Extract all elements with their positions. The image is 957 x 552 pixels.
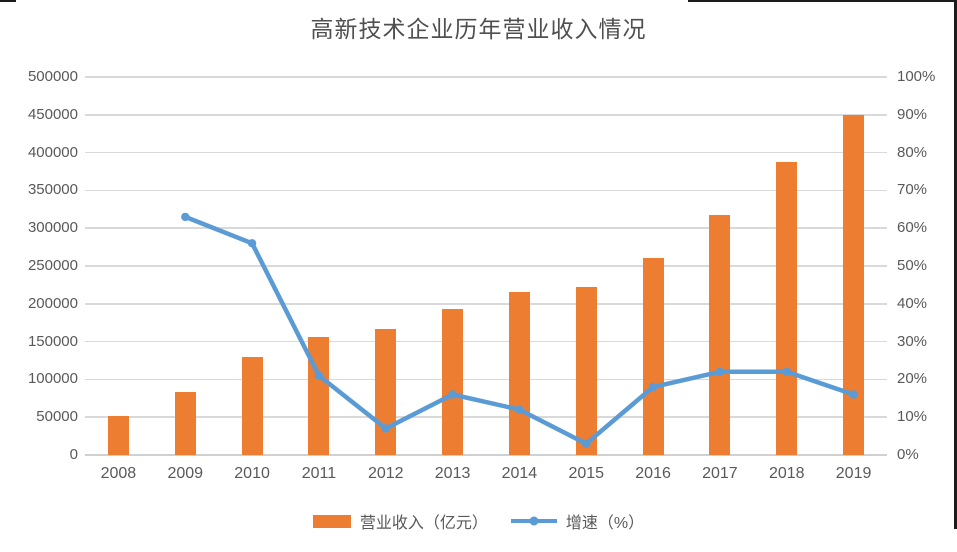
left-axis-tick: 200000	[27, 294, 78, 312]
gridline	[85, 227, 887, 229]
right-axis-tick: 100%	[897, 68, 936, 85]
screenshot-edge-artifact-top-right	[688, 0, 957, 2]
x-axis-label-2019: 2019	[835, 465, 872, 482]
right-axis-tick: 10%	[897, 408, 928, 426]
legend-bar-swatch	[312, 514, 351, 528]
x-axis-line	[85, 454, 887, 456]
legend-line-marker-icon	[529, 516, 539, 526]
chart-title: 高新技术企业历年营业收入情况	[310, 17, 647, 42]
right-axis-tick: 90%	[897, 105, 928, 123]
legend: 营业收入（亿元） 增速（%）	[0, 509, 957, 533]
x-axis-label-2008: 2008	[100, 465, 137, 482]
right-axis-tick: 40%	[897, 294, 928, 312]
left-axis-tick: 300000	[27, 219, 78, 237]
left-axis-tick: 150000	[27, 332, 78, 350]
x-axis-label-2010: 2010	[234, 465, 270, 482]
growth-point-marker	[715, 367, 725, 376]
x-axis-label-2013: 2013	[434, 465, 471, 482]
growth-point-marker	[849, 390, 858, 399]
x-axis-label-2014: 2014	[501, 465, 538, 482]
right-axis-tick: 60%	[897, 219, 928, 237]
screenshot-edge-artifact-top-left	[0, 0, 16, 2]
revenue-bar-2009	[174, 392, 196, 455]
revenue-bar-2019	[843, 114, 865, 455]
gridline	[85, 76, 887, 78]
legend-revenue-label: 营业收入（亿元）	[359, 515, 488, 532]
revenue-bar-2008	[107, 416, 129, 455]
right-axis-tick: 50%	[897, 257, 928, 274]
left-axis-tick: 450000	[27, 105, 78, 123]
legend-line-swatch	[510, 516, 557, 526]
left-axis-tick: 100000	[27, 370, 78, 388]
gridline	[85, 189, 887, 192]
growth-point-marker	[247, 239, 257, 248]
x-axis-label-2016: 2016	[635, 465, 671, 482]
growth-point-marker	[181, 212, 190, 222]
gridline	[85, 416, 887, 418]
x-axis-label-2012: 2012	[367, 465, 404, 482]
left-axis-tick: 400000	[27, 143, 78, 161]
gridline	[85, 265, 887, 267]
x-axis-label-2015: 2015	[568, 465, 605, 482]
x-axis-label-2017: 2017	[702, 465, 738, 482]
gridline	[85, 151, 887, 154]
revenue-bar-2010	[241, 356, 263, 455]
revenue-bar-2015	[575, 287, 597, 455]
left-axis-tick: 500000	[27, 68, 78, 85]
growth-point-marker	[648, 382, 658, 392]
gridline	[85, 378, 887, 381]
revenue-bar-2018	[776, 161, 798, 455]
left-axis-tick: 350000	[27, 181, 78, 199]
growth-point-marker	[515, 405, 524, 414]
screenshot-edge-artifact-right	[954, 0, 957, 529]
growth-point-marker	[582, 439, 591, 448]
legend-growth-label: 增速（%）	[565, 515, 645, 532]
growth-line	[181, 212, 858, 448]
right-axis-tick: 0%	[897, 446, 919, 463]
left-axis-tick: 50000	[36, 408, 78, 426]
left-axis-tick: 0	[69, 446, 78, 463]
right-axis-tick: 20%	[897, 370, 928, 388]
revenue-bar-2017	[709, 215, 731, 455]
growth-point-marker	[782, 367, 791, 376]
right-axis-tick: 70%	[897, 181, 928, 199]
x-axis-label-2011: 2011	[301, 465, 337, 482]
growth-point-marker	[448, 390, 457, 399]
gridline	[85, 303, 887, 305]
growth-point-marker	[314, 371, 324, 380]
right-axis-tick: 30%	[897, 332, 928, 350]
revenue-bar-2013	[442, 309, 464, 455]
right-axis-tick: 80%	[897, 143, 928, 161]
plot-area	[85, 76, 887, 456]
revenue-bar-2016	[642, 258, 664, 455]
growth-point-marker	[381, 424, 390, 433]
left-axis-tick: 250000	[27, 257, 78, 274]
x-axis-label-2009: 2009	[167, 465, 204, 482]
gridline	[85, 114, 887, 116]
x-axis-label-2018: 2018	[768, 465, 805, 482]
gridline	[85, 340, 887, 343]
